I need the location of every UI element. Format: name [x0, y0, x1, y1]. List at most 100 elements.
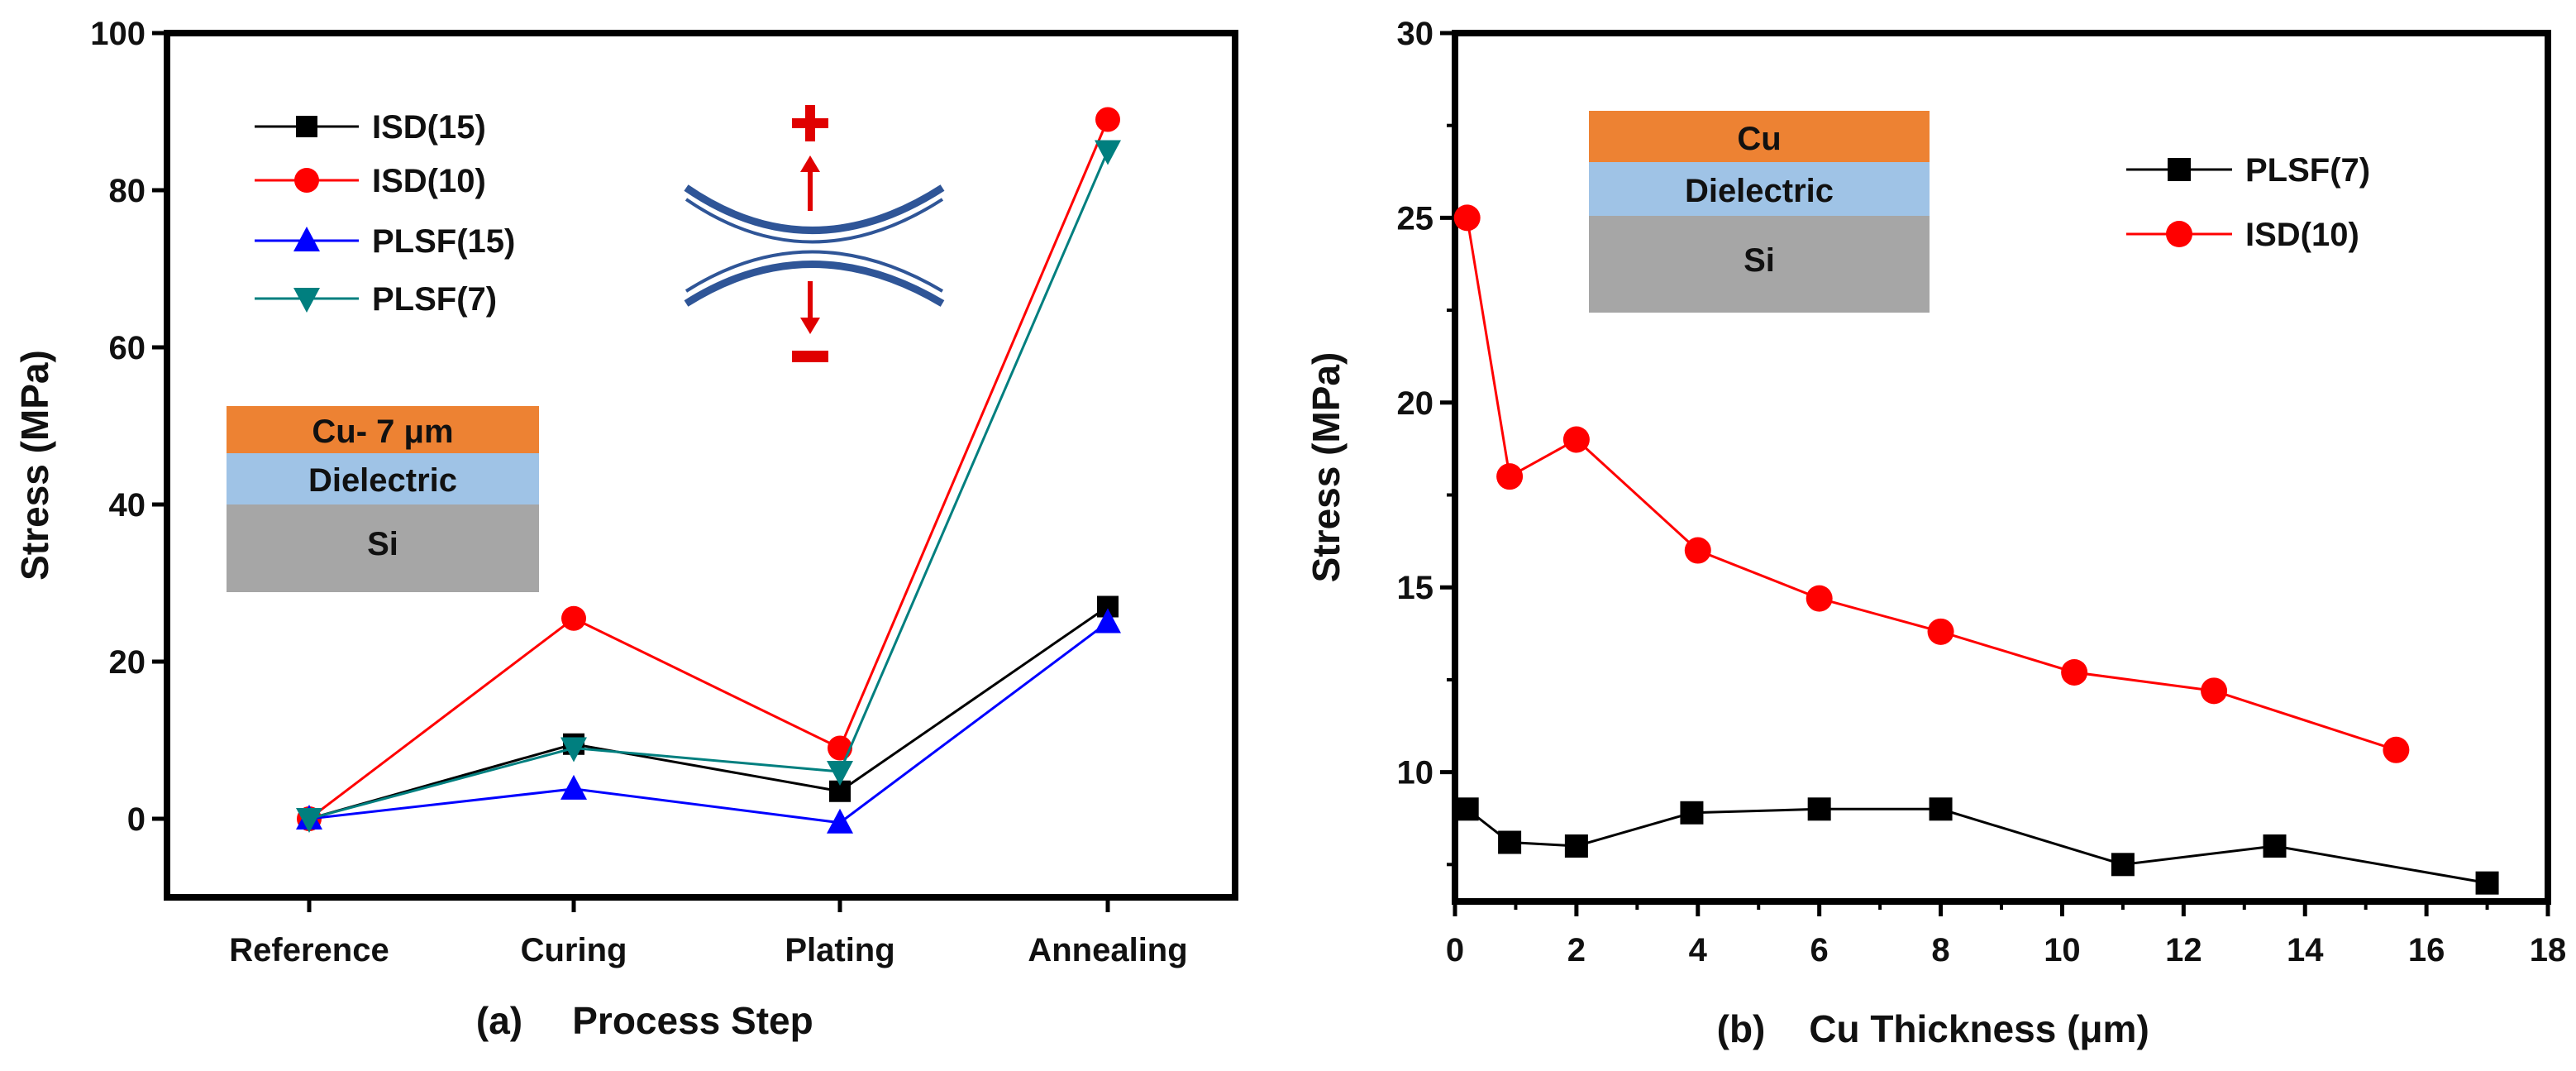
y-tick-label: 100	[90, 16, 145, 52]
x-tick-label: 14	[2287, 932, 2324, 968]
inset-label-cu: Cu- 7 μm	[312, 414, 453, 450]
inset-layer-dielectric	[227, 453, 539, 504]
legend-label: PLSF(7)	[372, 281, 497, 318]
convex-wafer-edge	[685, 250, 944, 293]
data-point-PLSF(7)	[1498, 830, 1522, 854]
legend-marker	[294, 168, 319, 193]
data-point-ISD(10)	[2383, 736, 2410, 763]
x-tick-label: 2	[1567, 932, 1586, 968]
x-tick-label: 6	[1810, 932, 1829, 968]
series-line-PLSF(15)	[308, 621, 1109, 825]
data-point-PLSF(15)	[561, 774, 587, 800]
panel-b: 10 15 20 25 30 0 2 4 6 8 10 12 14 16 18 Stress (MPa) (b)…	[1305, 16, 2566, 1050]
x-tick-label: Curing	[521, 932, 627, 968]
series-line-ISD(15)	[308, 605, 1109, 820]
minus-label: −	[810, 363, 811, 365]
data-point-PLSF(7)	[1929, 797, 1953, 821]
series-line-ISD(10)	[308, 118, 1109, 820]
data-point-ISD(10)	[1453, 204, 1481, 232]
legend-label: ISD(10)	[2245, 217, 2359, 253]
data-point-PLSF(7)	[1455, 797, 1479, 821]
y-tick-label: 10	[1397, 755, 1434, 791]
panel-label-a: (a)	[476, 999, 522, 1042]
data-point-PLSF(15)	[1095, 608, 1121, 634]
inset-layer-cu	[1589, 111, 1930, 162]
data-point-PLSF(7)	[827, 761, 853, 786]
x-tick-label: Reference	[229, 932, 389, 968]
y-tick-label: 40	[109, 487, 146, 524]
inset-layer-si	[227, 504, 539, 592]
data-point-ISD(10)	[561, 605, 586, 631]
y-tick-label: 60	[109, 330, 146, 366]
data-point-PLSF(7)	[561, 737, 587, 763]
y-tick-label: 20	[1397, 385, 1434, 422]
series-line-PLSF(7)	[1466, 807, 2488, 885]
convex-wafer	[684, 261, 945, 307]
inset-label-si: Si	[367, 526, 398, 562]
data-point-ISD(10)	[1562, 426, 1590, 453]
y-tick-label: 20	[109, 644, 146, 681]
arrow-down-head-icon	[800, 318, 820, 334]
x-tick-label: 8	[1931, 932, 1949, 968]
plot-frame	[164, 30, 1238, 901]
x-tick-label: 0	[1446, 932, 1464, 968]
arrow-up-head-icon	[800, 155, 820, 172]
inset-label-dielectric: Dielectric	[1685, 173, 1834, 209]
x-tick-label: 12	[2165, 932, 2202, 968]
data-point-ISD(10)	[828, 735, 852, 761]
inset-layer-si	[1589, 216, 1930, 313]
legend-marker	[293, 227, 320, 251]
inset-layer-dielectric	[1589, 162, 1930, 216]
y-tick-label: 0	[127, 801, 145, 838]
data-point-PLSF(7)	[2263, 834, 2287, 858]
x-tick-label: Plating	[785, 932, 894, 968]
concave-wafer-edge	[685, 198, 944, 244]
y-tick-label: 30	[1397, 16, 1434, 52]
inset-label-cu: Cu	[1737, 121, 1781, 157]
panel-a: 0 20 40 60 80 100 Reference Curing Plating Anneal…	[13, 16, 1238, 1042]
x-axis-label: Process Step	[572, 999, 813, 1042]
data-point-ISD(10)	[1927, 618, 1954, 645]
y-tick-label: 80	[109, 173, 146, 209]
legend-label: PLSF(15)	[372, 223, 515, 260]
x-tick-label: Annealing	[1028, 932, 1187, 968]
y-axis-label: Stress (MPa)	[13, 350, 56, 581]
legend-marker	[293, 288, 320, 313]
data-point-ISD(10)	[2201, 677, 2228, 705]
wafer-bending-schematic: +−	[684, 105, 945, 365]
x-tick-label: 10	[2044, 932, 2081, 968]
series-line-PLSF(7)	[308, 150, 1109, 820]
inset-label-si: Si	[1744, 242, 1775, 279]
data-point-ISD(10)	[1095, 107, 1120, 132]
legend-marker	[2168, 158, 2191, 181]
data-point-PLSF(7)	[1095, 140, 1121, 165]
minus-sign	[792, 351, 828, 362]
legend-label: PLSF(7)	[2245, 152, 2370, 189]
legend-marker	[2166, 221, 2192, 247]
plus-sign-v	[805, 105, 815, 141]
x-tick-label: 16	[2408, 932, 2445, 968]
data-point-PLSF(15)	[827, 808, 853, 834]
data-point-PLSF(7)	[1807, 797, 1831, 821]
data-point-ISD(10)	[2061, 658, 2088, 686]
x-tick-label: 18	[2530, 932, 2567, 968]
y-axis-label: Stress (MPa)	[1305, 352, 1348, 583]
legend-marker	[296, 116, 317, 137]
x-tick-label: 4	[1689, 932, 1708, 968]
data-point-ISD(10)	[1496, 463, 1524, 490]
panel-label-b: (b)	[1717, 1007, 1766, 1050]
data-point-PLSF(7)	[1680, 801, 1704, 825]
data-point-PLSF(7)	[1564, 834, 1588, 858]
legend-label: ISD(15)	[372, 109, 486, 146]
data-point-ISD(10)	[1684, 537, 1711, 564]
y-tick-label: 25	[1397, 200, 1434, 237]
data-point-PLSF(7)	[2475, 871, 2499, 895]
inset-label-dielectric: Dielectric	[308, 462, 457, 499]
data-point-ISD(10)	[1806, 585, 1833, 612]
y-tick-label: 15	[1397, 570, 1434, 606]
legend-label: ISD(10)	[372, 163, 486, 199]
x-axis-label: Cu Thickness (μm)	[1809, 1007, 2149, 1050]
data-point-PLSF(7)	[2111, 853, 2135, 877]
inset-layer-cu	[227, 406, 539, 453]
